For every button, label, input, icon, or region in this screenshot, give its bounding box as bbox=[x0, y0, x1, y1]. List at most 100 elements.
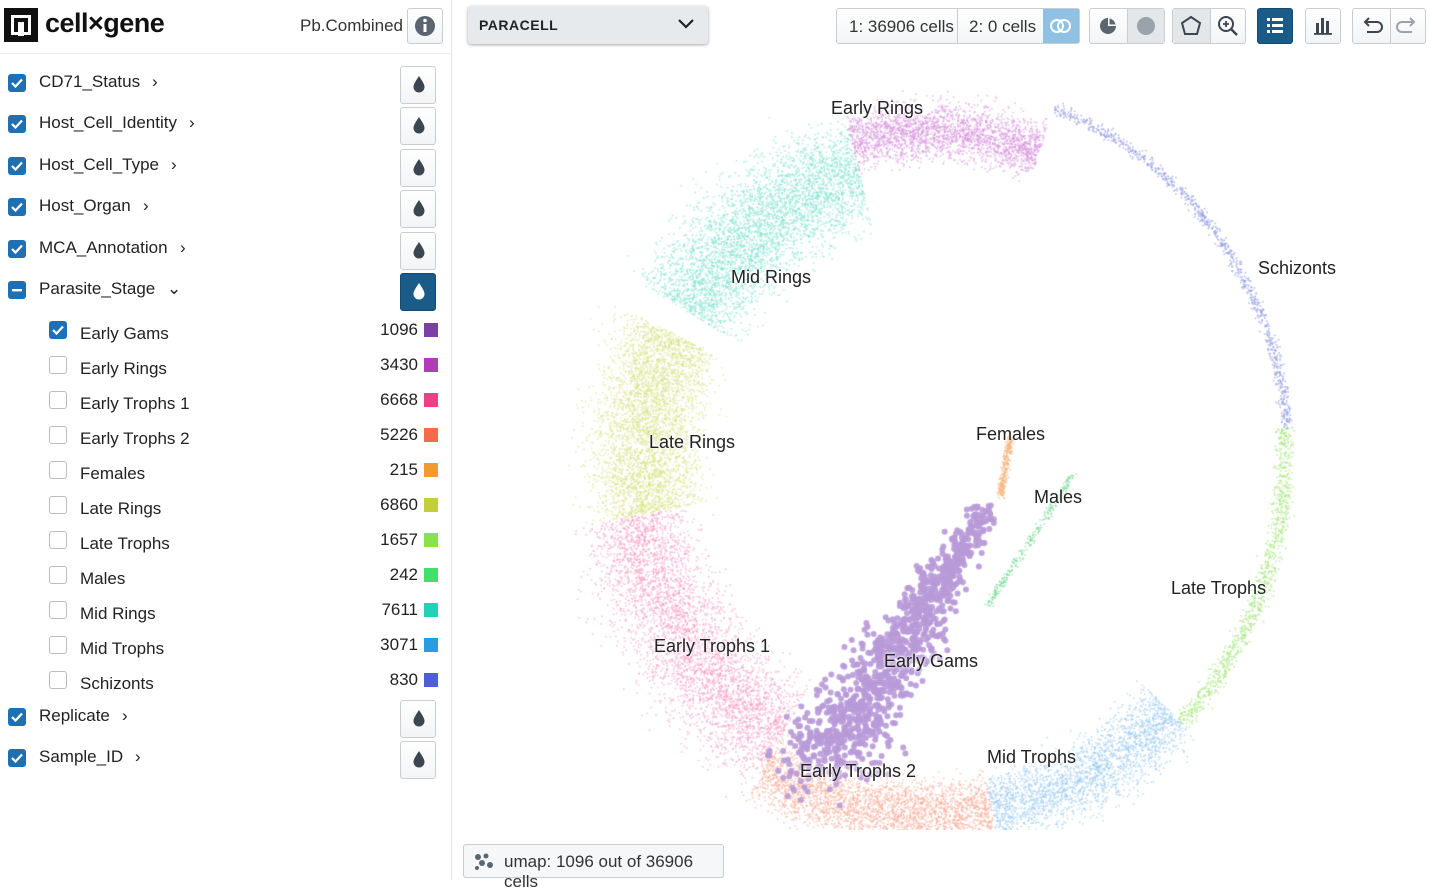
list-view-button[interactable] bbox=[1257, 8, 1293, 44]
chevron-right-icon[interactable]: › bbox=[143, 196, 149, 215]
stage-value-row[interactable]: Late Rings 6860 bbox=[0, 491, 450, 526]
chevron-right-icon[interactable]: › bbox=[189, 113, 195, 132]
color-by-button[interactable] bbox=[400, 190, 436, 228]
droplet-icon bbox=[413, 751, 425, 768]
color-by-button[interactable] bbox=[400, 107, 436, 145]
stage-checkbox[interactable] bbox=[49, 531, 67, 549]
stage-value-row[interactable]: Females 215 bbox=[0, 456, 450, 491]
stage-color-swatch bbox=[424, 428, 438, 442]
category-checkbox[interactable] bbox=[8, 749, 26, 767]
stage-value-row[interactable]: Early Trophs 1 6668 bbox=[0, 386, 450, 421]
stage-checkbox[interactable] bbox=[49, 391, 67, 409]
stage-checkbox[interactable] bbox=[49, 601, 67, 619]
redo-button[interactable] bbox=[1391, 9, 1425, 43]
stage-count: 7611 bbox=[381, 600, 418, 619]
category-label[interactable]: Replicate bbox=[39, 706, 110, 725]
cluster-label: Late Trophs bbox=[1171, 578, 1267, 598]
color-by-button[interactable] bbox=[400, 700, 436, 738]
stage-checkbox[interactable] bbox=[49, 321, 67, 339]
cluster-label: Early Gams bbox=[884, 651, 979, 671]
scatter-icon bbox=[475, 853, 493, 870]
stage-value-row[interactable]: Schizonts 830 bbox=[0, 666, 450, 701]
stage-count: 3430 bbox=[380, 355, 418, 374]
stage-count: 1657 bbox=[380, 530, 418, 549]
stage-count: 5226 bbox=[380, 425, 418, 444]
stage-count: 3071 bbox=[380, 635, 418, 654]
chevron-right-icon[interactable]: › bbox=[152, 72, 158, 91]
lasso-icon bbox=[1180, 15, 1202, 35]
category-label[interactable]: Host_Organ bbox=[39, 196, 131, 215]
category-label[interactable]: CD71_Status bbox=[39, 72, 141, 91]
category-checkbox[interactable] bbox=[8, 708, 26, 726]
color-by-button[interactable] bbox=[400, 66, 436, 104]
chevron-down-icon[interactable]: ⌄ bbox=[167, 279, 182, 298]
chevron-right-icon[interactable]: › bbox=[180, 238, 186, 257]
category-row[interactable]: Host_Cell_Type › bbox=[0, 146, 450, 187]
stage-value-row[interactable]: Mid Rings 7611 bbox=[0, 596, 450, 631]
category-checkbox[interactable] bbox=[8, 240, 26, 258]
droplet-icon bbox=[413, 159, 425, 176]
stage-label: Males bbox=[80, 569, 126, 588]
diff-exp-button[interactable] bbox=[1043, 9, 1079, 43]
umap-scatter-plot[interactable]: Early Rings Mid Rings Schizonts Late Rin… bbox=[452, 50, 1432, 830]
stage-checkbox[interactable] bbox=[49, 671, 67, 689]
cluster-label: Schizonts bbox=[1258, 258, 1337, 278]
stage-count: 830 bbox=[389, 670, 418, 689]
color-by-button[interactable] bbox=[400, 273, 436, 311]
category-row[interactable]: Sample_ID › bbox=[0, 738, 450, 779]
category-row[interactable]: CD71_Status › bbox=[0, 63, 450, 104]
category-label[interactable]: Sample_ID bbox=[39, 747, 124, 766]
stage-checkbox[interactable] bbox=[49, 426, 67, 444]
color-by-button[interactable] bbox=[400, 149, 436, 187]
left-sidebar: cell×gene Pb.Combined CD71_Status › Host_C… bbox=[0, 0, 450, 880]
category-checkbox[interactable] bbox=[8, 157, 26, 175]
stage-checkbox[interactable] bbox=[49, 636, 67, 654]
footer-text: umap: 1096 out of 36906 cells bbox=[504, 852, 694, 891]
stage-checkbox[interactable] bbox=[49, 356, 67, 374]
stage-value-row[interactable]: Early Gams 1096 bbox=[0, 316, 450, 351]
stage-value-row[interactable]: Early Trophs 2 5226 bbox=[0, 421, 450, 456]
stage-checkbox[interactable] bbox=[49, 496, 67, 514]
category-checkbox[interactable] bbox=[8, 281, 26, 299]
category-row[interactable]: Host_Cell_Identity › bbox=[0, 104, 450, 145]
cellxgene-logo-icon bbox=[4, 8, 38, 42]
stage-value-row[interactable]: Early Rings 3430 bbox=[0, 351, 450, 386]
pie-chart-button[interactable] bbox=[1090, 9, 1128, 43]
stage-value-row[interactable]: Late Trophs 1657 bbox=[0, 526, 450, 561]
point-button[interactable] bbox=[1128, 9, 1164, 43]
category-checkbox[interactable] bbox=[8, 74, 26, 92]
category-row[interactable]: Host_Organ › bbox=[0, 187, 450, 228]
chevron-right-icon[interactable]: › bbox=[122, 706, 128, 725]
lasso-button[interactable] bbox=[1173, 9, 1211, 43]
stage-checkbox[interactable] bbox=[49, 461, 67, 479]
category-checkbox[interactable] bbox=[8, 198, 26, 216]
scatter-canvas[interactable] bbox=[452, 50, 1432, 830]
droplet-icon bbox=[413, 200, 425, 217]
zoom-button[interactable] bbox=[1211, 9, 1245, 43]
undo-button[interactable] bbox=[1353, 9, 1391, 43]
stage-value-row[interactable]: Males 242 bbox=[0, 561, 450, 596]
category-label[interactable]: Host_Cell_Identity bbox=[39, 113, 177, 132]
cell-set-1-button[interactable]: 1: 36906 cells bbox=[837, 9, 958, 43]
category-row[interactable]: Parasite_Stage ⌄ bbox=[0, 270, 450, 311]
category-label[interactable]: Parasite_Stage bbox=[39, 279, 156, 298]
cell-set-2-label: 2: 0 cells bbox=[969, 17, 1037, 36]
stage-checkbox[interactable] bbox=[49, 566, 67, 584]
dataset-info-button[interactable] bbox=[407, 8, 443, 44]
histogram-button[interactable] bbox=[1305, 8, 1341, 44]
venn-icon bbox=[1050, 19, 1071, 33]
embedding-dropdown[interactable]: PARACELL bbox=[468, 6, 708, 44]
cluster-label: Early Trophs 1 bbox=[654, 636, 771, 656]
stage-color-swatch bbox=[424, 568, 438, 582]
chevron-right-icon[interactable]: › bbox=[135, 747, 141, 766]
category-checkbox[interactable] bbox=[8, 115, 26, 133]
chevron-right-icon[interactable]: › bbox=[171, 155, 177, 174]
stage-value-row[interactable]: Mid Trophs 3071 bbox=[0, 631, 450, 666]
category-row[interactable]: Replicate › bbox=[0, 697, 450, 738]
color-by-button[interactable] bbox=[400, 232, 436, 270]
color-by-button[interactable] bbox=[400, 741, 436, 779]
category-label[interactable]: MCA_Annotation bbox=[39, 238, 168, 257]
cell-set-2-button[interactable]: 2: 0 cells bbox=[958, 9, 1043, 43]
category-label[interactable]: Host_Cell_Type bbox=[39, 155, 160, 174]
category-row[interactable]: MCA_Annotation › bbox=[0, 229, 450, 270]
